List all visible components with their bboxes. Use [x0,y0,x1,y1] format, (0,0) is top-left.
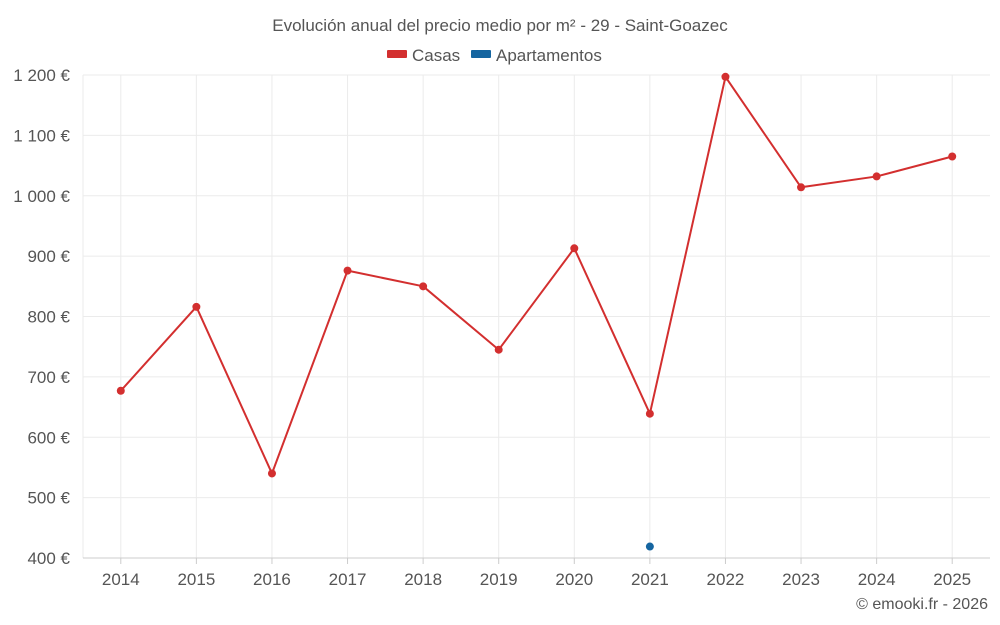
x-tick-label: 2016 [253,570,291,589]
legend-item-apartamentos[interactable]: Apartamentos [471,46,602,65]
y-tick-label: 1 000 € [13,187,70,206]
data-point-casas[interactable] [872,172,881,181]
x-tick-label: 2025 [933,570,971,589]
data-point-casas[interactable] [343,266,352,275]
legend-swatch-casas [387,50,407,58]
x-tick-label: 2021 [631,570,669,589]
y-tick-label: 500 € [27,489,70,508]
x-tick-label: 2024 [858,570,896,589]
y-tick-label: 900 € [27,247,70,266]
legend-item-casas[interactable]: Casas [387,46,460,65]
x-tick-label: 2018 [404,570,442,589]
data-point-casas[interactable] [797,183,806,192]
data-point-casas[interactable] [494,345,503,354]
y-tick-label: 1 200 € [13,66,70,85]
y-tick-label: 600 € [27,428,70,447]
x-tick-label: 2023 [782,570,820,589]
x-tick-label: 2014 [102,570,140,589]
data-point-casas[interactable] [645,409,654,418]
series-line-casas [120,75,953,475]
data-point-casas[interactable] [419,282,428,291]
series-layer [116,72,957,551]
y-tick-label: 1 100 € [13,126,70,145]
x-tick-label: 2017 [329,570,367,589]
grid [83,74,990,558]
legend-swatch-apartamentos [471,50,491,58]
legend-label-apartamentos: Apartamentos [496,46,602,65]
data-point-casas[interactable] [570,244,579,253]
x-tick-label: 2015 [177,570,215,589]
x-tick-label: 2020 [555,570,593,589]
data-point-casas[interactable] [721,72,730,81]
y-tick-label: 800 € [27,308,70,327]
legend: Casas Apartamentos [387,46,602,65]
x-tick-label: 2019 [480,570,518,589]
legend-label-casas: Casas [412,46,460,65]
y-tick-label: 700 € [27,368,70,387]
data-point-casas[interactable] [948,152,957,161]
x-tick-label: 2022 [707,570,745,589]
y-tick-label: 400 € [27,549,70,568]
x-axis: 2014 2015 2016 2017 2018 2019 2020 2021 2022 2023… [83,557,990,589]
data-point-casas[interactable] [192,302,201,311]
data-point-apartamentos[interactable] [645,542,654,551]
y-axis: 400 € 500 € 600 € 700 € 800 € 900 € 1 000 € 1 1… [13,66,84,568]
chart-title: Evolución anual del precio medio por m² … [272,16,728,35]
credit-text: © emooki.fr - 2026 [856,596,988,613]
data-point-casas[interactable] [267,469,276,478]
data-point-casas[interactable] [116,386,125,395]
